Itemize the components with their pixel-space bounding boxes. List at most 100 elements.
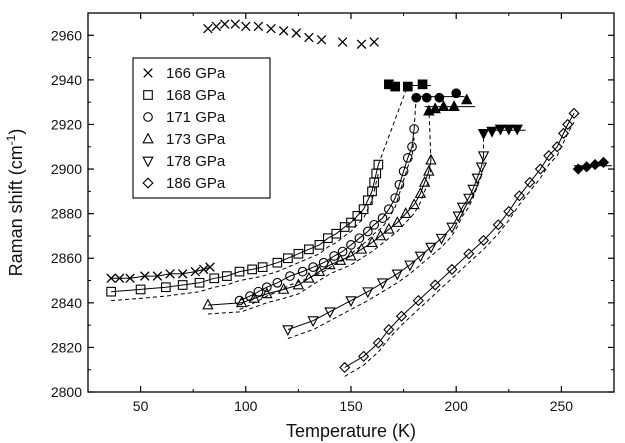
data-point <box>277 282 290 294</box>
data-point <box>513 190 525 202</box>
data-point <box>203 23 213 34</box>
series-186-gpa <box>339 107 610 374</box>
data-point-filled <box>461 93 473 105</box>
data-point <box>253 21 264 32</box>
data-point <box>404 260 416 272</box>
data-point <box>425 153 437 165</box>
data-point <box>304 244 314 255</box>
data-point-filled <box>434 92 445 103</box>
fit-dashed <box>344 121 575 377</box>
data-point <box>291 28 302 38</box>
data-point <box>165 269 175 279</box>
data-point <box>152 271 163 281</box>
data-point <box>394 179 405 190</box>
fit-solid <box>111 266 211 279</box>
fit-dashed <box>377 85 409 165</box>
data-point <box>308 262 318 273</box>
data-point-filled <box>511 124 523 136</box>
data-point <box>253 286 264 297</box>
data-point <box>337 37 348 47</box>
data-point <box>257 262 268 273</box>
data-point <box>456 202 469 214</box>
data-point <box>248 291 260 303</box>
data-point <box>339 361 351 374</box>
legend-marker <box>143 90 153 100</box>
data-point <box>391 216 403 227</box>
data-point <box>467 184 479 196</box>
data-point <box>354 233 365 244</box>
data-point <box>304 32 314 43</box>
y-tick-label: 2960 <box>51 27 82 43</box>
x-tick-label: 200 <box>445 398 469 414</box>
data-point <box>272 277 283 288</box>
series-171-gpa <box>234 88 462 306</box>
axes: 50 100 150 200 250 2800 2820 2840 2860 2880 2900 29… <box>51 12 615 414</box>
data-point <box>398 166 409 177</box>
legend-marker <box>143 112 153 122</box>
data-point <box>285 271 295 281</box>
legend-label: 173 GPa <box>166 131 226 148</box>
data-point <box>177 280 188 290</box>
data-point <box>211 21 222 32</box>
fit-dashed <box>287 164 485 339</box>
data-point <box>292 278 305 290</box>
data-point <box>205 262 215 272</box>
data-point <box>220 19 230 29</box>
data-point <box>356 39 367 49</box>
data-point <box>230 19 241 29</box>
data-point-filled <box>421 92 432 103</box>
data-point <box>303 271 315 283</box>
data-point <box>534 163 546 175</box>
data-point <box>429 279 441 291</box>
data-point <box>503 205 515 217</box>
data-point-filled <box>417 79 428 90</box>
data-point-filled <box>597 156 610 168</box>
fit-solid <box>207 160 432 306</box>
data-point <box>477 234 490 246</box>
fit-dashed <box>111 173 379 302</box>
data-point <box>391 269 403 281</box>
data-point-filled <box>477 129 490 140</box>
legend-marker <box>143 68 153 78</box>
legend-marker <box>142 132 154 144</box>
series-173-gpa <box>202 93 473 310</box>
data-point <box>409 124 419 134</box>
data-point <box>209 273 220 284</box>
fit-solid <box>111 164 379 293</box>
y-axis-title-sup: -1 <box>4 134 18 145</box>
data-point <box>463 193 475 205</box>
data-point <box>402 153 413 163</box>
data-point <box>557 127 570 139</box>
data-point <box>194 277 205 288</box>
data-point <box>562 118 574 131</box>
data-point <box>355 242 368 254</box>
data-point-filled <box>390 81 401 92</box>
data-point-filled <box>402 81 413 92</box>
data-point <box>492 219 504 231</box>
data-point <box>346 240 356 250</box>
fit-dashed <box>413 96 417 129</box>
data-point-filled <box>448 100 460 111</box>
data-point <box>241 21 251 32</box>
data-point <box>346 217 356 228</box>
data-points <box>106 19 610 374</box>
data-point <box>316 34 327 45</box>
data-point-filled <box>451 88 462 99</box>
data-point <box>272 257 283 268</box>
y-tick-label: 2920 <box>51 116 82 132</box>
legend-marker <box>142 156 154 168</box>
data-point <box>383 222 395 234</box>
data-point <box>345 249 357 261</box>
data-point <box>160 282 171 293</box>
legend-box <box>132 57 271 199</box>
data-point <box>278 26 289 36</box>
data-point-filled <box>494 124 507 136</box>
data-point <box>337 246 348 257</box>
data-point <box>125 273 135 284</box>
data-point <box>551 141 563 153</box>
data-point <box>283 253 293 264</box>
axis-titles: Temperature (K) Raman shift (cm-1) <box>4 129 416 441</box>
data-point <box>106 286 116 297</box>
data-point <box>247 264 257 275</box>
